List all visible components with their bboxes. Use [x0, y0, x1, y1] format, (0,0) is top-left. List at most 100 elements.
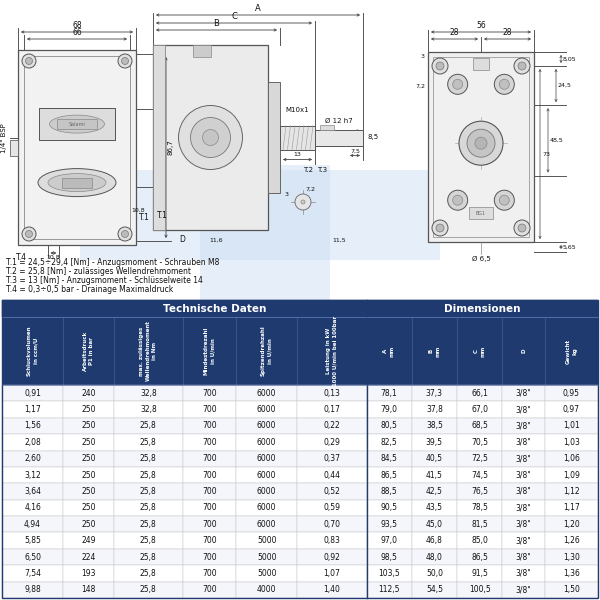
Text: 0,83: 0,83	[323, 536, 340, 545]
Bar	[114, 500, 183, 516]
Bar	[457, 385, 502, 401]
Bar	[502, 385, 545, 401]
Bar	[412, 516, 457, 532]
Bar	[153, 45, 268, 230]
Bar	[457, 467, 502, 484]
Text: 46,8: 46,8	[426, 536, 443, 545]
Bar	[63, 317, 114, 385]
Bar	[183, 467, 236, 484]
Bar	[298, 317, 367, 385]
Circle shape	[191, 118, 230, 157]
Text: Gewicht
kg: Gewicht kg	[566, 338, 577, 364]
Circle shape	[499, 79, 509, 89]
Text: max. zulässiges
Wellendrehmoment
in Nm: max. zulässiges Wellendrehmoment in Nm	[139, 320, 157, 382]
Text: 6000: 6000	[257, 438, 277, 447]
Text: 79,0: 79,0	[380, 405, 398, 414]
Text: 103,5: 103,5	[378, 569, 400, 578]
Text: B: B	[214, 19, 220, 28]
Text: 0,95: 0,95	[563, 389, 580, 398]
Text: 10.8: 10.8	[47, 255, 60, 260]
Text: 3/8": 3/8"	[515, 569, 532, 578]
Text: 88,5: 88,5	[381, 487, 398, 496]
Bar	[367, 484, 412, 500]
Text: 0,22: 0,22	[323, 421, 340, 430]
Bar	[545, 434, 598, 451]
Circle shape	[432, 220, 448, 236]
Text: 25,8: 25,8	[140, 503, 157, 512]
Bar	[502, 317, 545, 385]
Text: 43,5: 43,5	[426, 503, 443, 512]
Text: 700: 700	[202, 503, 217, 512]
Text: 148: 148	[81, 586, 95, 595]
Text: 11,6: 11,6	[209, 238, 223, 243]
Bar	[457, 317, 502, 385]
Text: 78,5: 78,5	[471, 503, 488, 512]
Bar	[457, 500, 502, 516]
Ellipse shape	[48, 173, 106, 191]
Bar	[367, 401, 412, 418]
Bar	[236, 401, 298, 418]
Text: 3/8": 3/8"	[515, 405, 532, 414]
Bar	[412, 532, 457, 549]
Bar	[183, 418, 236, 434]
Text: 5000: 5000	[257, 569, 277, 578]
Text: 54,5: 54,5	[426, 586, 443, 595]
Bar	[545, 581, 598, 598]
Bar	[502, 401, 545, 418]
Bar	[298, 418, 367, 434]
Text: 98,5: 98,5	[380, 553, 398, 562]
Circle shape	[499, 195, 509, 205]
Text: 1,17: 1,17	[563, 503, 580, 512]
Bar	[2, 467, 63, 484]
Text: 700: 700	[202, 487, 217, 496]
Text: 25,8: 25,8	[140, 421, 157, 430]
Bar	[457, 516, 502, 532]
Text: 7,5: 7,5	[350, 148, 360, 154]
Text: 3/8": 3/8"	[515, 454, 532, 463]
Bar	[315, 130, 363, 145]
Text: B
mm: B mm	[428, 346, 440, 356]
Text: 3/8": 3/8"	[515, 553, 532, 562]
Text: 68: 68	[72, 21, 82, 30]
Text: 1,17: 1,17	[24, 405, 41, 414]
Text: 1,36: 1,36	[563, 569, 580, 578]
Circle shape	[118, 54, 132, 68]
Text: 7,2: 7,2	[305, 187, 315, 192]
Bar	[2, 401, 63, 418]
Text: T.1 = 24,5÷29,4 [Nm] - Anzugsmoment - Schrauben M8: T.1 = 24,5÷29,4 [Nm] - Anzugsmoment - Sc…	[6, 258, 220, 267]
Bar	[367, 565, 412, 581]
Bar	[545, 532, 598, 549]
Text: 1,50: 1,50	[563, 586, 580, 595]
Bar	[183, 565, 236, 581]
Bar	[545, 401, 598, 418]
Bar	[412, 385, 457, 401]
Bar	[298, 532, 367, 549]
Text: 72: 72	[161, 143, 167, 152]
Text: 45,0: 45,0	[426, 520, 443, 529]
Text: 1,03: 1,03	[563, 438, 580, 447]
Circle shape	[179, 106, 242, 169]
Bar	[367, 434, 412, 451]
Bar	[367, 300, 598, 317]
Bar	[298, 434, 367, 451]
Bar	[367, 418, 412, 434]
Text: 0,59: 0,59	[323, 503, 340, 512]
Text: 41,5: 41,5	[426, 470, 443, 479]
Text: 1,12: 1,12	[563, 487, 580, 496]
Bar	[545, 484, 598, 500]
Bar	[320, 124, 334, 130]
Text: 250: 250	[81, 438, 96, 447]
Circle shape	[518, 62, 526, 70]
Text: T.2: T.2	[303, 167, 313, 173]
Text: 1,09: 1,09	[563, 470, 580, 479]
Circle shape	[448, 190, 467, 210]
Bar	[412, 581, 457, 598]
Bar	[502, 516, 545, 532]
Bar	[412, 418, 457, 434]
Circle shape	[514, 220, 530, 236]
Bar	[412, 317, 457, 385]
Text: 67,0: 67,0	[471, 405, 488, 414]
Bar	[114, 418, 183, 434]
Text: 66: 66	[72, 28, 82, 37]
Text: 66,1: 66,1	[471, 389, 488, 398]
